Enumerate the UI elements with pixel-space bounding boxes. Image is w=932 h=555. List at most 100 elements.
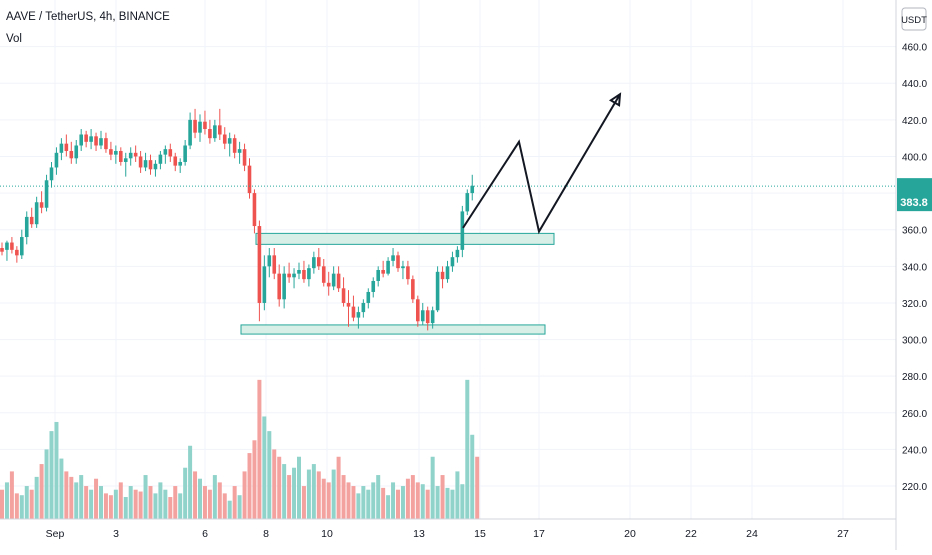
candle[interactable] [10,237,14,254]
candle[interactable] [24,211,29,245]
candle[interactable] [94,132,98,151]
candle[interactable] [356,306,361,329]
candle[interactable] [227,132,232,157]
candle[interactable] [252,189,257,234]
candle[interactable] [232,134,237,159]
candle[interactable] [99,130,103,150]
candle[interactable] [396,251,400,272]
candle[interactable] [128,147,133,166]
candle[interactable] [109,141,113,161]
candle[interactable] [104,132,108,153]
candle[interactable] [341,277,346,307]
candle[interactable] [326,271,331,296]
support-resistance-zones[interactable] [240,232,555,335]
candle[interactable] [213,119,217,142]
projection-arrowhead[interactable] [608,92,622,107]
candle[interactable] [203,110,207,135]
candle[interactable] [89,129,93,150]
candle[interactable] [15,246,19,263]
candle[interactable] [401,260,405,280]
candle[interactable] [257,220,262,322]
support-zone[interactable] [240,324,546,335]
candle[interactable] [416,295,420,327]
candle[interactable] [391,248,395,267]
candle[interactable] [267,248,272,278]
candle[interactable] [242,143,247,172]
candle[interactable] [465,189,470,216]
candle[interactable] [183,139,187,166]
candle[interactable] [59,138,64,161]
candle[interactable] [312,251,316,274]
candle[interactable] [277,264,281,307]
price-axis[interactable]: 220.0 240.0 260.0 280.0 300.0 320.0 340.0 360.0… [902,43,927,493]
candle[interactable] [411,275,415,303]
candle[interactable] [49,161,54,188]
candle[interactable] [307,264,311,287]
candle[interactable] [158,150,163,170]
candle[interactable] [5,240,9,261]
candle[interactable] [302,260,306,283]
candle[interactable] [193,108,197,139]
candle[interactable] [188,112,192,150]
candle[interactable] [346,290,351,327]
candlesticks[interactable] [0,108,475,331]
candle[interactable] [237,141,242,164]
candle[interactable] [287,262,291,283]
time-axis[interactable]: Sep 3 6 8 10 13 15 17 20 22 24 27 [46,528,849,540]
candle[interactable] [297,262,301,280]
candle[interactable] [168,143,173,162]
candle[interactable] [336,266,341,292]
candle[interactable] [143,152,148,172]
candle[interactable] [460,205,465,258]
candle[interactable] [292,268,296,289]
candle[interactable] [470,174,475,201]
candle[interactable] [173,152,178,172]
currency-button[interactable]: USDT [901,7,927,31]
candle[interactable] [208,119,212,144]
candle[interactable] [34,196,39,228]
candle[interactable] [450,251,455,272]
candle[interactable] [435,266,440,313]
candle[interactable] [455,246,460,263]
projection-path[interactable] [462,93,621,235]
candle[interactable] [425,306,430,331]
candle[interactable] [178,158,182,173]
candle[interactable] [366,288,371,309]
candle[interactable] [148,154,153,175]
candle[interactable] [54,147,59,175]
candle[interactable] [381,260,385,278]
candle[interactable] [321,259,326,287]
candle[interactable] [44,174,49,212]
candle[interactable] [163,145,168,164]
candle[interactable] [386,257,390,276]
candle[interactable] [331,266,336,291]
candle[interactable] [39,191,44,214]
candle[interactable] [133,145,138,162]
candle[interactable] [74,139,79,164]
candle[interactable] [351,295,356,322]
candle[interactable] [119,147,123,166]
candle[interactable] [198,114,202,142]
candle[interactable] [79,129,83,151]
resistance-zone[interactable] [255,232,555,245]
candle[interactable] [222,127,227,150]
candle[interactable] [317,248,321,270]
candle[interactable] [247,158,252,199]
candle[interactable] [153,160,158,177]
candle[interactable] [123,152,128,177]
candle[interactable] [406,260,410,285]
candle[interactable] [440,266,445,289]
candle[interactable] [361,299,366,318]
candle[interactable] [114,145,118,164]
candle[interactable] [371,277,376,298]
candle[interactable] [445,260,450,283]
candle[interactable] [262,255,267,311]
candle[interactable] [430,306,435,329]
candle[interactable] [64,134,69,157]
candle[interactable] [69,141,74,164]
candle[interactable] [218,108,222,140]
candle[interactable] [376,266,380,287]
candle[interactable] [20,229,24,260]
